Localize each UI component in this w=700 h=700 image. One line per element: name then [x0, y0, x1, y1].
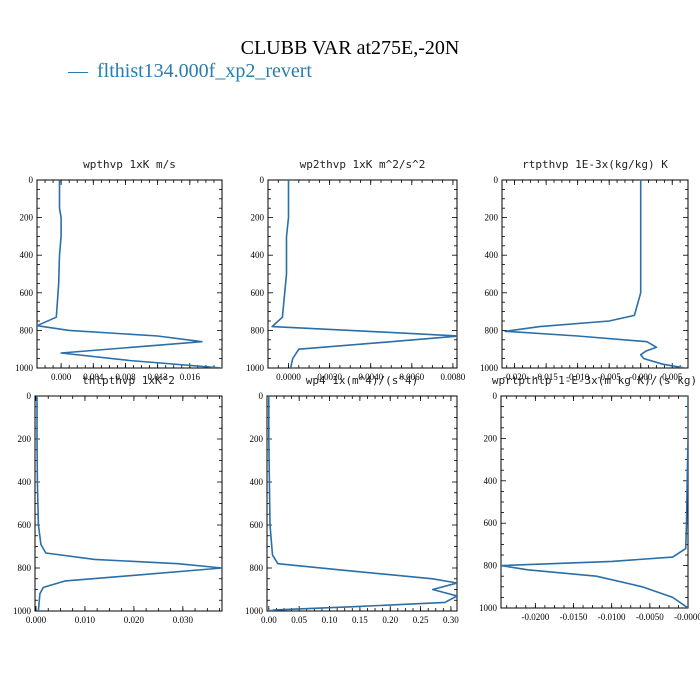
y-tick-label: 1000	[15, 363, 34, 373]
x-tick-label: -0.0000	[674, 612, 700, 622]
y-tick-label: 800	[18, 563, 32, 573]
y-tick-label: 200	[250, 434, 264, 444]
x-tick-label: 0.0080	[441, 372, 466, 382]
y-tick-label: 200	[484, 433, 498, 443]
y-tick-label: 200	[251, 213, 265, 223]
y-tick-label: 600	[251, 288, 265, 298]
x-tick-label: 0.25	[413, 615, 429, 625]
x-tick-label: -0.005	[598, 372, 622, 382]
x-tick-label: -0.000	[629, 372, 653, 382]
plot-frame	[267, 179, 458, 369]
x-tick-label: 0.30	[443, 615, 459, 625]
y-tick-label: 0	[27, 391, 32, 401]
x-tick-label: -0.0150	[560, 612, 588, 622]
panel-title: thlpthvp 1xK^2	[82, 374, 175, 387]
panel-6: wprtpthlp 1-E-3x(m kg K)/(s kg) 0 200 400 60…	[479, 374, 700, 622]
series-line	[501, 396, 688, 608]
panel-title: wprtpthlp 1-E-3x(m kg K)/(s kg)	[492, 374, 697, 387]
y-tick-label: 200	[20, 213, 34, 223]
series-line	[36, 396, 222, 611]
x-tick-label: -0.015	[535, 372, 559, 382]
x-tick-label: 0.20	[382, 615, 398, 625]
x-tick-label: 0.0020	[317, 372, 342, 382]
y-tick-label: 400	[485, 250, 499, 260]
panel-3: rtpthvp 1E-3x(kg/kg) K02004006008001000-…	[480, 158, 689, 382]
y-tick-label: 0	[29, 175, 34, 185]
x-tick-label: -0.020	[503, 372, 527, 382]
y-tick-label: 600	[20, 288, 34, 298]
panel-2: wp2thvp 1xK m^2/s^2 0 200 400 600 800 1000 0.00…	[246, 158, 466, 382]
x-tick-label: 0.005	[662, 372, 683, 382]
legend: — flthist134.000f_xp2_revert	[67, 60, 312, 82]
y-tick-label: 800	[20, 325, 34, 335]
series-line	[37, 180, 222, 368]
x-tick-label: 0.004	[83, 372, 104, 382]
y-tick-label: 0	[494, 175, 499, 185]
x-tick-label: 0.15	[352, 615, 368, 625]
series-line	[271, 180, 457, 368]
y-tick-label: 600	[485, 288, 499, 298]
x-tick-label: 0.00	[261, 615, 277, 625]
panel-title: wp2thvp 1xK m^2/s^2	[300, 158, 426, 171]
y-tick-label: 0	[260, 175, 265, 185]
plot-frame	[34, 395, 223, 612]
y-tick-label: 0	[493, 391, 498, 401]
y-tick-label: 200	[485, 213, 499, 223]
y-tick-label: 1000	[245, 606, 264, 616]
panel-title: rtpthvp 1E-3x(kg/kg) K	[522, 158, 668, 171]
figure-title: CLUBB VAR at275E,-20N	[241, 37, 460, 59]
y-tick-label: 800	[485, 325, 499, 335]
x-tick-label: -0.010	[566, 372, 590, 382]
y-tick-label: 400	[20, 250, 34, 260]
x-tick-label: 0.020	[124, 615, 145, 625]
x-tick-label: 0.000	[51, 372, 72, 382]
y-tick-label: 600	[484, 518, 498, 528]
panel-1: wpthvp 1xK m/s 0 200 400 600 800 1000 0.000 0.00…	[15, 158, 223, 382]
x-tick-label: 0.016	[180, 372, 201, 382]
y-tick-label: 600	[250, 520, 264, 530]
legend-entry: — flthist134.000f_xp2_revert	[67, 60, 312, 82]
plot-frame	[36, 179, 223, 369]
x-tick-label: 0.010	[75, 615, 96, 625]
panel-title: wp4 1x(m^4)/(s^4)	[306, 374, 419, 387]
x-tick-label: -0.0100	[598, 612, 626, 622]
y-tick-label: 800	[251, 325, 265, 335]
x-tick-label: 0.0060	[399, 372, 424, 382]
y-tick-label: 1000	[480, 363, 499, 373]
y-tick-label: 800	[250, 563, 264, 573]
x-tick-label: -0.0200	[521, 612, 549, 622]
y-tick-label: 200	[18, 434, 32, 444]
y-tick-label: 400	[18, 477, 32, 487]
y-tick-label: 400	[484, 476, 498, 486]
x-tick-label: 0.0000	[276, 372, 301, 382]
x-tick-label: 0.10	[322, 615, 338, 625]
legend-line-symbol: —	[67, 60, 89, 82]
series-line	[504, 180, 686, 368]
y-tick-label: 400	[250, 477, 264, 487]
x-tick-label: 0.0040	[358, 372, 383, 382]
x-tick-label: 0.030	[173, 615, 194, 625]
x-tick-label: 0.008	[115, 372, 136, 382]
y-tick-label: 400	[251, 250, 265, 260]
plot-frame	[501, 179, 689, 369]
y-tick-label: 800	[484, 561, 498, 571]
legend-series-label: flthist134.000f_xp2_revert	[97, 60, 312, 82]
x-tick-label: -0.0050	[636, 612, 664, 622]
x-tick-label: 0.012	[148, 372, 168, 382]
y-tick-label: 0	[259, 391, 264, 401]
y-tick-label: 600	[18, 520, 32, 530]
series-line	[267, 396, 457, 611]
y-tick-label: 1000	[246, 363, 265, 373]
y-tick-label: 1000	[479, 603, 498, 613]
x-tick-label: 0.05	[291, 615, 307, 625]
panel-title: wpthvp 1xK m/s	[83, 158, 176, 171]
y-tick-label: 1000	[13, 606, 32, 616]
x-tick-label: 0.000	[26, 615, 47, 625]
